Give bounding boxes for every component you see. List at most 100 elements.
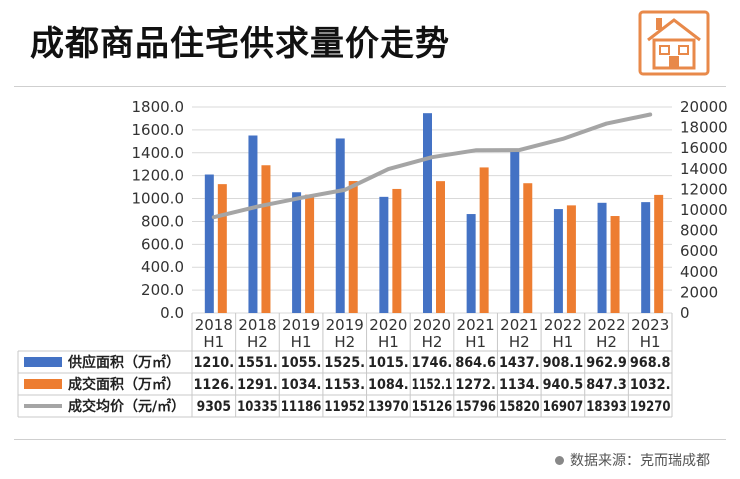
category-year-label: 2020 xyxy=(413,316,451,334)
left-tick-label: 400.0 xyxy=(141,258,184,276)
source-note: 数据来源：克而瑞成都 xyxy=(555,450,710,470)
deal-bar xyxy=(610,216,620,313)
table-value: 1291. xyxy=(237,377,278,393)
table-value: 1551. xyxy=(237,355,278,371)
supply-bar xyxy=(379,196,389,313)
category-year-label: 2018 xyxy=(238,316,276,334)
category-half-label: H1 xyxy=(291,333,312,351)
table-value: 1152.1 xyxy=(412,377,453,393)
table-value: 940.5 xyxy=(543,377,584,393)
chart: 0.0 200.0 400.0 600.0 800.0 1000.0 1200.0 1400.… xyxy=(17,98,728,418)
table-value: 1034. xyxy=(281,377,322,393)
supply-bar xyxy=(248,135,258,313)
chart-frame xyxy=(14,86,726,440)
deal-bar xyxy=(217,184,227,313)
table-value: 1015. xyxy=(368,355,409,371)
category-year-label: 2021 xyxy=(457,316,495,334)
table-value: 10335 xyxy=(237,399,278,415)
table-value: 1272. xyxy=(455,377,496,393)
deal-bar xyxy=(305,194,315,313)
table-value: 962.9 xyxy=(586,355,627,371)
category-half-label: H2 xyxy=(247,333,268,351)
deal-bar xyxy=(566,205,576,313)
category-half-label: H1 xyxy=(640,333,661,351)
deal-legend-swatch xyxy=(24,379,62,389)
supply-bar xyxy=(423,113,432,314)
category-half-label: H1 xyxy=(552,333,573,351)
table-value: 15126 xyxy=(412,399,453,415)
deal-bar xyxy=(436,181,445,313)
table-value: 1525. xyxy=(324,355,365,371)
supply-bar xyxy=(292,192,302,313)
table-value: 1134. xyxy=(499,377,540,393)
category-year-label: 2018 xyxy=(195,316,233,334)
category-year-label: 2019 xyxy=(282,316,320,334)
supply-bar xyxy=(553,209,563,313)
bars xyxy=(204,113,664,314)
category-half-label: H2 xyxy=(596,333,617,351)
table-value: 864.6 xyxy=(455,355,496,371)
category-half-label: H1 xyxy=(465,333,486,351)
table-value: 1055. xyxy=(281,355,322,371)
deal-bar xyxy=(654,194,664,313)
table-value: 908.1 xyxy=(543,355,584,371)
left-tick-label: 0.0 xyxy=(160,304,184,322)
table-value: 1437. xyxy=(499,355,540,371)
series-legend-label: 成交均价（元/㎡） xyxy=(68,398,185,415)
category-year-label: 2022 xyxy=(587,316,625,334)
page-title: 成都商品住宅供求量价走势 xyxy=(30,24,450,64)
deal-bar xyxy=(392,188,402,313)
category-half-label: H2 xyxy=(509,333,530,351)
left-tick-label: 200.0 xyxy=(141,281,184,299)
table-value: 1746. xyxy=(412,355,453,371)
table-value: 18393 xyxy=(586,399,627,415)
category-year-label: 2020 xyxy=(369,316,407,334)
left-tick-label: 1400.0 xyxy=(132,144,185,162)
supply-bar xyxy=(466,214,476,313)
right-tick-label: 2000 xyxy=(680,283,718,301)
table-value: 1210. xyxy=(194,355,235,371)
category-half-label: H1 xyxy=(203,333,224,351)
category-year-label: 2019 xyxy=(326,316,364,334)
deal-bar xyxy=(523,183,533,313)
table-value: 11952 xyxy=(324,399,365,415)
table-value: 1032. xyxy=(630,377,671,393)
house-icon xyxy=(638,10,710,76)
right-tick-label: 20000 xyxy=(680,98,728,116)
table-value: 1084. xyxy=(368,377,409,393)
data-table: 2018H12018H22019H12019H22020H12020H22021… xyxy=(17,313,673,418)
price-line-layer xyxy=(211,112,653,220)
table-value: 11186 xyxy=(281,399,322,415)
left-tick-label: 800.0 xyxy=(141,212,184,230)
table-value: 15820 xyxy=(499,399,540,415)
right-tick-label: 16000 xyxy=(680,139,728,157)
supply-bar xyxy=(510,148,520,313)
table-value: 968.8 xyxy=(630,355,671,371)
supply-bar xyxy=(597,202,607,313)
table-value: 1126. xyxy=(194,377,235,393)
supply-bar xyxy=(204,174,214,313)
deal-bar xyxy=(261,165,271,313)
right-tick-label: 0 xyxy=(680,304,690,322)
category-half-label: H1 xyxy=(378,333,399,351)
supply-bar xyxy=(335,138,345,313)
left-axis: 0.0 200.0 400.0 600.0 800.0 1000.0 1200.0 1400.… xyxy=(132,98,185,322)
category-year-label: 2023 xyxy=(631,316,669,334)
right-tick-label: 10000 xyxy=(680,201,728,219)
supply-bar xyxy=(641,202,651,313)
supply-legend-swatch xyxy=(24,357,62,367)
price-line xyxy=(211,112,653,220)
left-tick-label: 600.0 xyxy=(141,235,184,253)
left-tick-label: 1600.0 xyxy=(132,121,185,139)
source-dot-icon xyxy=(555,455,564,465)
series-legend-label: 成交面积（万㎡） xyxy=(68,376,180,393)
table-value: 15796 xyxy=(455,399,496,415)
right-tick-label: 6000 xyxy=(680,242,718,260)
right-tick-label: 12000 xyxy=(680,180,728,198)
table-value: 13970 xyxy=(368,399,409,415)
category-year-label: 2022 xyxy=(544,316,582,334)
deal-bar xyxy=(479,167,489,313)
left-tick-label: 1200.0 xyxy=(132,167,185,185)
right-tick-label: 8000 xyxy=(680,222,718,240)
right-tick-label: 14000 xyxy=(680,160,728,178)
